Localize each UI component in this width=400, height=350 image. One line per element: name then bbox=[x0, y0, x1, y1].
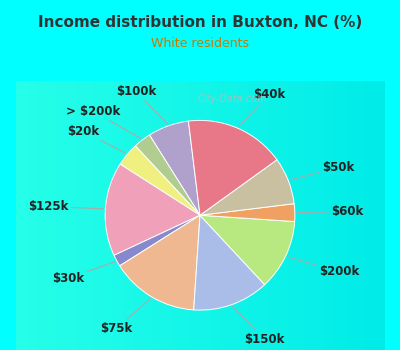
Wedge shape bbox=[188, 120, 277, 215]
Text: $20k: $20k bbox=[67, 125, 126, 153]
Wedge shape bbox=[114, 215, 200, 266]
Wedge shape bbox=[200, 160, 294, 215]
Wedge shape bbox=[105, 164, 200, 256]
Text: $75k: $75k bbox=[100, 299, 150, 335]
Text: $50k: $50k bbox=[290, 161, 355, 180]
Text: $40k: $40k bbox=[239, 88, 285, 126]
Wedge shape bbox=[200, 215, 295, 285]
Wedge shape bbox=[135, 135, 200, 215]
Text: $30k: $30k bbox=[52, 262, 115, 285]
Text: City-Data.com: City-Data.com bbox=[198, 94, 267, 104]
Text: $125k: $125k bbox=[28, 200, 103, 213]
Text: Income distribution in Buxton, NC (%): Income distribution in Buxton, NC (%) bbox=[38, 15, 362, 30]
Wedge shape bbox=[200, 204, 295, 222]
Wedge shape bbox=[120, 215, 200, 310]
Text: > $200k: > $200k bbox=[66, 105, 141, 138]
Wedge shape bbox=[120, 146, 200, 215]
Wedge shape bbox=[194, 215, 265, 310]
Text: $200k: $200k bbox=[288, 257, 359, 278]
Wedge shape bbox=[150, 121, 200, 215]
Text: $60k: $60k bbox=[297, 205, 364, 218]
Text: White residents: White residents bbox=[151, 37, 249, 50]
Text: $150k: $150k bbox=[232, 307, 284, 346]
Text: $100k: $100k bbox=[116, 85, 168, 124]
